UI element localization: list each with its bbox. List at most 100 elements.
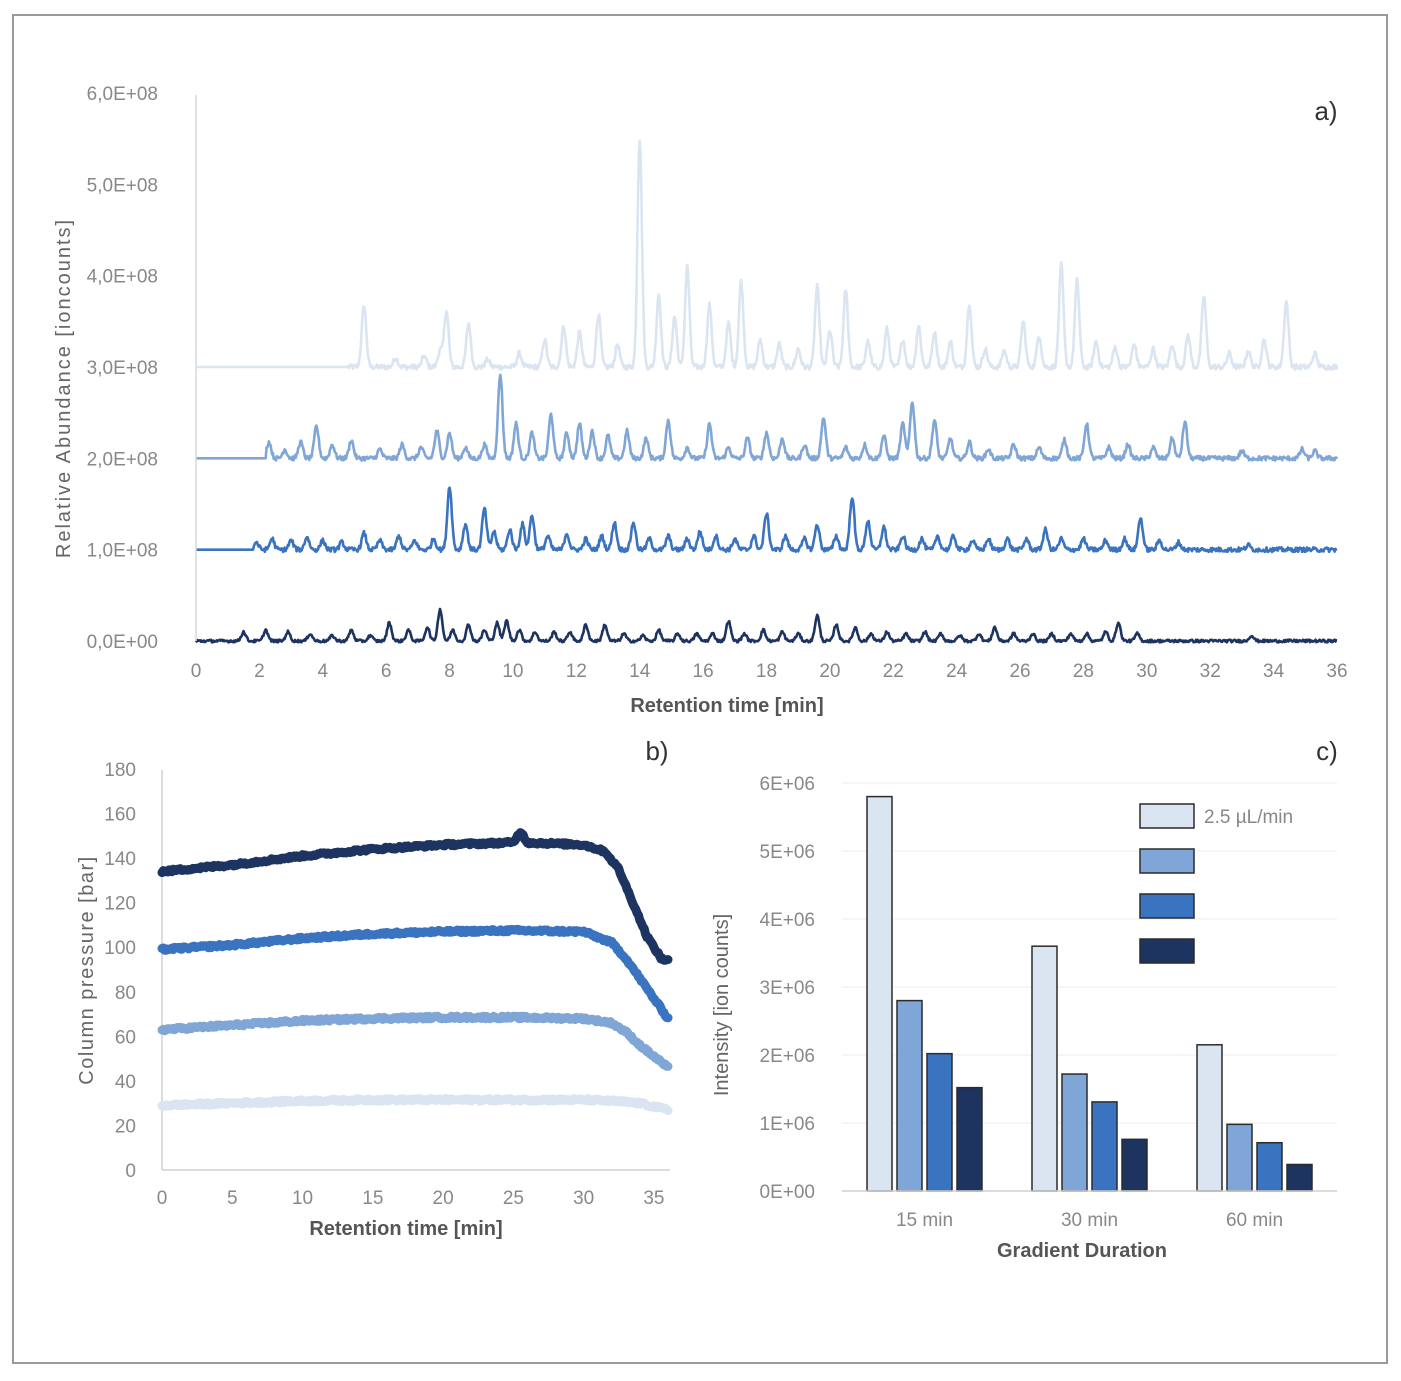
panel-a-series-line [195, 139, 1339, 371]
panel-c-bar [1091, 1101, 1118, 1192]
panel-b-x-tick: 20 [433, 1188, 454, 1209]
panel-b-y-tick: 80 [115, 983, 136, 1004]
panel-a-x-tick: 34 [1263, 661, 1285, 682]
panel-b-y-label: Column pressure [bar] [76, 855, 98, 1084]
panel-c-y-tick: 3E+06 [760, 978, 815, 999]
panel-a-x-tick: 8 [444, 661, 455, 682]
panel-b-x-tick: 15 [362, 1188, 383, 1209]
panel-c-bars [866, 795, 1313, 1192]
panel-a-x-tick: 0 [191, 661, 202, 682]
panel-a-y-tick: 6,0E+08 [87, 84, 158, 105]
panel-a-x-tick: 32 [1200, 661, 1221, 682]
panel-b-y-tick: 40 [115, 1072, 136, 1093]
panel-c-category-labels: 15 min 30 min 60 min [896, 1210, 1283, 1231]
panel-c-category-label: 60 min [1226, 1210, 1283, 1231]
panel-c-y-label: Intensity [ion counts] [711, 914, 733, 1096]
panel-a-x-tick: 10 [502, 661, 523, 682]
panel-b-y-ticks: 0 20 40 60 80 100 120 140 160 180 [104, 760, 136, 1182]
panel-c-category-label: 30 min [1061, 1210, 1118, 1231]
panel-a-x-tick: 24 [946, 661, 968, 682]
panel-a-y-tick: 0,0E+00 [87, 632, 158, 653]
panel-b-series-line [157, 924, 673, 1023]
panel-c-bar [926, 1052, 953, 1192]
panel-a-series-line [194, 607, 1338, 644]
panel-a-chromatogram: 0,0E+00 1,0E+08 2,0E+08 3,0E+08 4,0E+08 5,0E+… [53, 84, 1348, 717]
panel-b-series-line [157, 1011, 673, 1071]
panel-b-x-label: Retention time [min] [309, 1218, 502, 1240]
panel-c-legend-label: 2.5 µL/min [1204, 807, 1293, 828]
panel-c-y-tick: 0E+00 [760, 1182, 815, 1203]
panel-a-label: a) [1314, 96, 1337, 126]
panel-c-bar [1031, 945, 1058, 1192]
panel-c-bar [866, 795, 893, 1192]
panel-c-bar [1061, 1073, 1088, 1192]
panel-b-x-tick: 10 [292, 1188, 313, 1209]
panel-a-y-tick: 1,0E+08 [87, 541, 158, 562]
panel-a-x-tick: 28 [1073, 661, 1094, 682]
panel-b-y-tick: 20 [115, 1116, 136, 1137]
panel-a-x-tick: 16 [693, 661, 714, 682]
panel-a-x-tick: 12 [566, 661, 587, 682]
panel-c-gridlines [842, 782, 1337, 1124]
panel-c-legend-swatch [1139, 893, 1195, 919]
panel-c-bar [896, 999, 923, 1192]
panel-a-x-tick: 36 [1326, 661, 1347, 682]
panel-b-y-tick: 140 [104, 849, 136, 870]
panel-a-x-tick: 6 [381, 661, 392, 682]
panel-b-series-line [157, 1094, 673, 1115]
panel-b-y-tick: 0 [125, 1161, 136, 1182]
panel-c-bar [1286, 1163, 1313, 1192]
panel-c-bar [1121, 1138, 1148, 1192]
panel-c-legend-swatch [1139, 848, 1195, 874]
panel-b-x-tick: 5 [227, 1188, 238, 1209]
panel-c-bar [956, 1086, 983, 1192]
panel-b-x-tick: 0 [157, 1188, 168, 1209]
panel-b-y-tick: 180 [104, 760, 136, 781]
panel-b-x-ticks: 0 5 10 15 20 25 30 35 [157, 1188, 665, 1209]
panel-a-x-tick: 14 [629, 661, 651, 682]
panel-b-series-line [157, 828, 673, 965]
panel-c-legend-swatch [1139, 803, 1195, 829]
panel-c-y-ticks: 0E+00 1E+06 2E+06 3E+06 4E+06 5E+06 6E+06 [760, 774, 815, 1203]
panel-b-x-tick: 25 [503, 1188, 524, 1209]
panel-c-bar [1196, 1044, 1223, 1192]
panel-a-x-tick: 20 [819, 661, 840, 682]
panel-b-series [157, 828, 673, 1115]
panel-a-x-tick: 4 [317, 661, 328, 682]
panel-a-series [194, 139, 1339, 644]
panel-c-y-tick: 1E+06 [760, 1114, 815, 1135]
panel-a-x-ticks: 0 2 4 6 8 10 12 14 16 18 20 22 24 26 28 30 32 34 36 [191, 661, 1348, 682]
panel-a-x-label: Retention time [min] [630, 695, 823, 717]
figure-frame [12, 14, 1388, 1364]
panel-a-y-tick: 5,0E+08 [87, 175, 158, 196]
panel-b-label: b) [645, 736, 668, 766]
panel-a-series-line [195, 486, 1338, 554]
panel-c-y-tick: 6E+06 [760, 774, 815, 795]
panel-b-y-tick: 120 [104, 894, 136, 915]
panel-c-intensity: 0E+00 1E+06 2E+06 3E+06 4E+06 5E+06 6E+06 15 m… [711, 736, 1338, 1262]
panel-a-x-tick: 2 [254, 661, 265, 682]
panel-c-y-tick: 2E+06 [760, 1046, 815, 1067]
panel-a-y-tick: 3,0E+08 [87, 358, 158, 379]
panel-a-x-tick: 18 [756, 661, 777, 682]
panel-c-x-label: Gradient Duration [997, 1240, 1167, 1262]
panel-a-y-label: Relative Abundance [ioncounts] [53, 218, 75, 558]
panel-c-legend: 2.5 µL/min [1139, 803, 1293, 964]
panel-a-series-line [195, 373, 1339, 462]
panel-b-y-tick: 160 [104, 805, 136, 826]
panel-a-y-tick: 4,0E+08 [87, 267, 158, 288]
panel-c-label: c) [1316, 736, 1338, 766]
panel-b-x-tick: 30 [573, 1188, 594, 1209]
panel-a-x-tick: 30 [1136, 661, 1157, 682]
panel-c-bar [1226, 1123, 1253, 1192]
panel-a-x-tick: 22 [883, 661, 904, 682]
panel-a-y-tick: 2,0E+08 [87, 449, 158, 470]
panel-b-y-tick: 60 [115, 1027, 136, 1048]
panel-c-category-label: 15 min [896, 1210, 953, 1231]
panel-a-y-ticks: 0,0E+00 1,0E+08 2,0E+08 3,0E+08 4,0E+08 5,0E+… [87, 84, 158, 653]
panel-b-x-tick: 35 [643, 1188, 664, 1209]
panel-a-x-tick: 26 [1009, 661, 1030, 682]
panel-c-y-tick: 4E+06 [760, 910, 815, 931]
